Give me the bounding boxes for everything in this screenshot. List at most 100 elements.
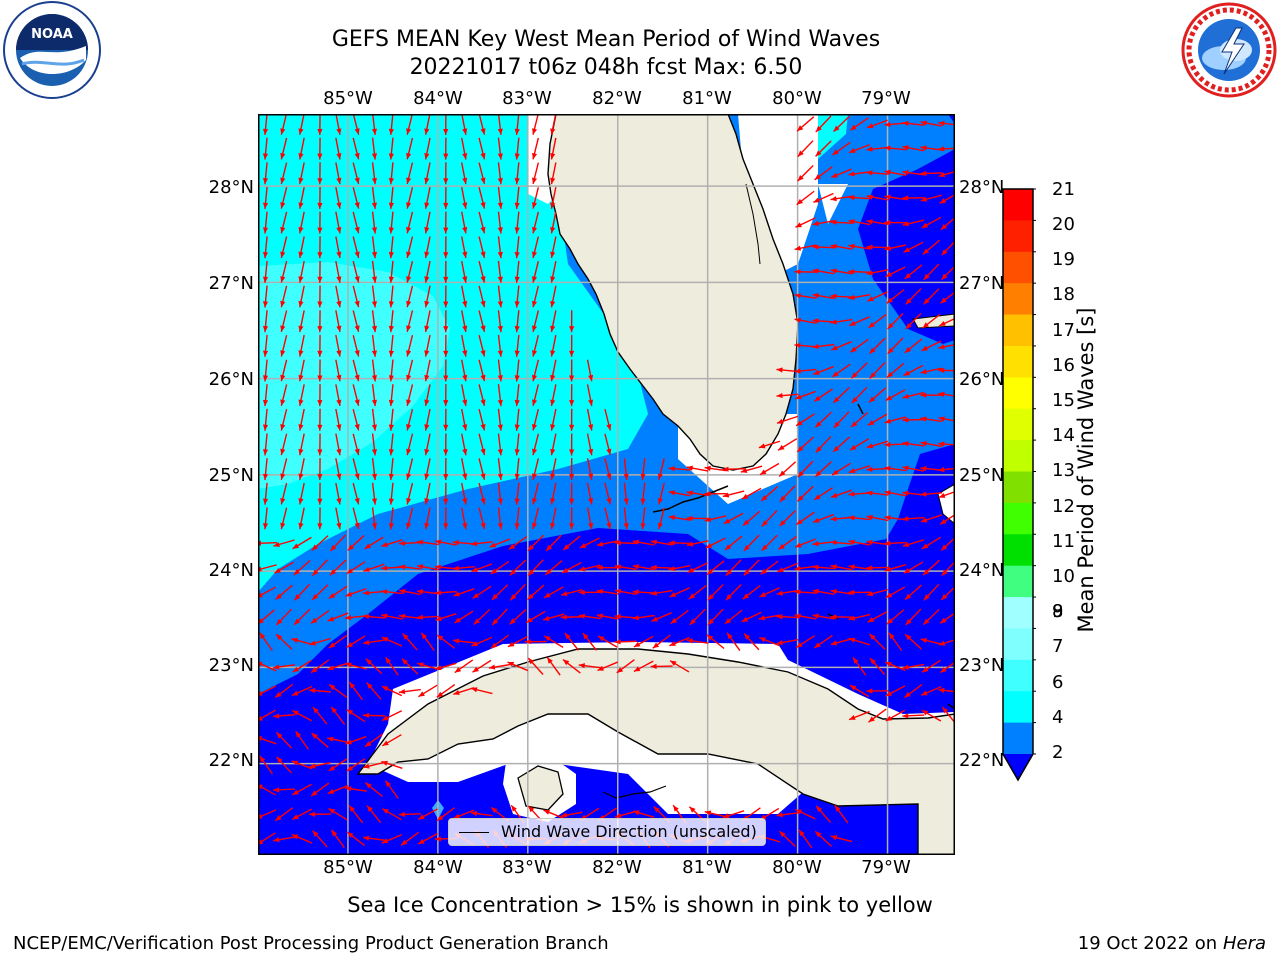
- wave-direction-arrowhead: [741, 493, 749, 500]
- wave-direction-arrowhead: [406, 448, 412, 456]
- wave-direction-arrowhead: [328, 642, 336, 648]
- wave-direction-arrowhead: [830, 219, 837, 225]
- wave-direction-arrowhead: [480, 128, 486, 135]
- noaa-logo-icon: NOAA: [3, 1, 101, 99]
- wave-direction-arrowhead: [640, 523, 646, 530]
- wave-direction-arrowhead: [941, 544, 948, 551]
- colorbar-label: 8: [1052, 601, 1064, 622]
- wave-direction-arrowhead: [443, 474, 449, 481]
- wave-direction-arrowhead: [797, 125, 804, 132]
- colorbar-segment: [1003, 691, 1033, 724]
- wave-direction-arrowhead: [298, 128, 304, 135]
- wave-direction-arrowhead: [920, 120, 927, 126]
- wave-direction-arrowhead: [866, 466, 873, 472]
- lon-label-top: 83°W: [502, 88, 552, 109]
- wave-direction-arrowhead: [497, 301, 503, 308]
- wave-direction-arrowhead: [740, 467, 748, 473]
- wave-direction-arrowhead: [291, 690, 299, 696]
- wave-direction-arrowhead: [462, 128, 468, 135]
- wave-direction-arrowhead: [851, 372, 858, 379]
- wave-direction-arrowhead: [884, 540, 891, 546]
- wave-direction-arrowhead: [813, 197, 820, 203]
- colorbar-segment: [1003, 722, 1033, 755]
- wave-direction-arrowhead: [280, 424, 286, 431]
- wave-direction-arrowhead: [406, 251, 412, 258]
- wave-direction-arrowhead: [273, 541, 280, 547]
- wave-direction-arrowhead: [869, 347, 876, 354]
- wave-direction-arrowhead: [280, 350, 286, 357]
- wave-direction-arrowhead: [920, 392, 927, 398]
- wave-direction-arrowhead: [328, 765, 336, 771]
- wave-direction-arrowhead: [545, 568, 552, 575]
- wave-direction-arrowhead: [424, 325, 430, 332]
- map-legend: Wind Wave Direction (unscaled): [448, 818, 766, 846]
- wave-direction-arrowhead: [921, 710, 929, 716]
- wave-direction-arrowhead: [812, 541, 819, 547]
- wave-direction-arrowhead: [371, 350, 378, 357]
- wave-direction-arrowhead: [443, 178, 449, 185]
- wave-direction-arrowhead: [406, 350, 412, 357]
- wave-direction-arrowhead: [418, 691, 425, 697]
- wave-direction-arrowhead: [527, 593, 534, 600]
- wave-direction-arrowhead: [741, 616, 749, 622]
- wave-direction-arrowhead: [262, 202, 269, 209]
- wave-direction-arrowhead: [443, 498, 449, 505]
- wave-direction-arrowhead: [904, 273, 912, 279]
- wave-direction-arrowhead: [363, 763, 370, 769]
- wave-direction-arrowhead: [507, 661, 515, 667]
- wave-direction-arrowhead: [668, 540, 675, 546]
- wave-direction-arrowhead: [388, 202, 394, 209]
- wave-direction-arrowhead: [424, 350, 430, 357]
- wave-direction-arrowhead: [596, 541, 604, 547]
- wave-direction-arrowhead: [371, 301, 378, 308]
- wave-direction-arrowhead: [779, 831, 786, 838]
- wave-direction-arrowhead: [550, 128, 556, 135]
- wave-direction-arrowhead: [886, 297, 893, 304]
- wave-direction-arrowhead: [796, 642, 803, 648]
- wave-direction-arrowhead: [550, 202, 556, 209]
- wave-direction-arrowhead: [388, 128, 394, 135]
- wave-direction-arrowhead: [298, 153, 304, 160]
- wave-direction-arrowhead: [531, 226, 538, 234]
- wave-direction-arrowhead: [812, 318, 819, 324]
- wave-direction-arrowhead: [813, 369, 820, 375]
- wave-direction-arrowhead: [722, 466, 729, 472]
- wave-direction-arrowhead: [848, 564, 855, 570]
- wave-direction-arrowhead: [354, 152, 360, 160]
- wave-direction-arrowhead: [759, 637, 766, 643]
- wave-direction-arrowhead: [406, 300, 412, 308]
- wave-direction-arrowhead: [686, 515, 693, 521]
- wave-direction-arrowhead: [940, 223, 948, 230]
- wave-direction-arrowhead: [480, 448, 486, 456]
- colorbar-label: 15: [1052, 390, 1075, 411]
- wave-direction-arrowhead: [298, 374, 304, 382]
- wave-direction-arrowhead: [262, 498, 269, 505]
- colorbar-segment: [1003, 189, 1033, 221]
- wave-direction-arrowhead: [884, 418, 892, 424]
- wave-direction-arrowhead: [317, 375, 323, 382]
- wave-direction-arrowhead: [796, 519, 803, 525]
- wave-direction-arrowhead: [725, 544, 732, 551]
- lon-label-top: 80°W: [772, 88, 822, 109]
- wave-direction-arrowhead: [295, 731, 302, 738]
- wave-direction-arrowhead: [560, 614, 567, 620]
- wave-direction-arrowhead: [920, 440, 927, 447]
- wave-direction-arrowhead: [815, 470, 822, 477]
- colorbar-label: 21: [1052, 179, 1075, 200]
- wave-direction-arrowhead: [336, 202, 342, 209]
- wave-direction-arrowhead: [346, 709, 354, 716]
- wave-direction-arrowhead: [866, 490, 873, 496]
- wave-direction-arrowhead: [382, 740, 389, 746]
- wave-direction-arrowhead: [262, 128, 269, 135]
- colorbar-segment: [1003, 251, 1033, 284]
- wave-direction-arrowhead: [336, 350, 342, 357]
- wave-direction-arrowhead: [902, 465, 909, 471]
- wave-direction-arrowhead: [531, 522, 538, 530]
- wave-direction-arrowhead: [347, 832, 354, 838]
- wave-direction-arrowhead: [866, 194, 873, 200]
- wave-direction-arrowhead: [462, 424, 468, 431]
- wave-direction-arrowhead: [418, 814, 425, 820]
- wave-direction-arrowhead: [632, 539, 640, 545]
- colorbar: [1002, 188, 1036, 782]
- wave-direction-arrowhead: [884, 169, 891, 175]
